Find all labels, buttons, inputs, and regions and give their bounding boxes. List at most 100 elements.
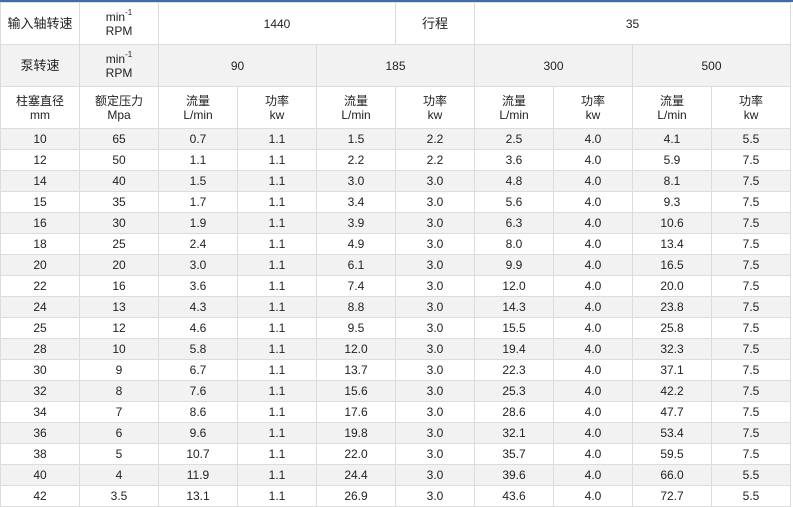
table-cell: 4.0 <box>553 380 633 402</box>
table-cell: 59.5 <box>632 443 712 465</box>
table-cell: 12 <box>79 317 159 339</box>
table-cell: 1.1 <box>237 212 317 234</box>
table-cell: 11.9 <box>158 464 238 486</box>
flow-label: 流量 <box>343 93 368 108</box>
power-header: 功率 kw <box>395 86 475 129</box>
table-cell: 32.1 <box>474 422 554 444</box>
pump-speed-value: 300 <box>474 44 633 87</box>
table-cell: 25.3 <box>474 380 554 402</box>
table-cell: 10 <box>0 128 80 150</box>
table-cell: 7.5 <box>710 212 792 234</box>
table-row: 14 40 1.5 1.1 3.0 3.0 4.8 4.0 8.1 7.5 <box>0 170 792 192</box>
power-unit: kw <box>743 107 759 122</box>
table-cell: 18 <box>0 233 80 255</box>
table-cell: 9.9 <box>474 254 554 276</box>
pressure-label: 额定压力 <box>94 93 143 108</box>
table-cell: 15 <box>0 191 80 213</box>
table-cell: 5 <box>79 443 159 465</box>
table-cell: 3.0 <box>158 254 238 276</box>
rpm-unit: min-1 RPM <box>79 44 159 87</box>
table-cell: 1.1 <box>237 233 317 255</box>
pressure-header: 额定压力 Mpa <box>79 86 159 129</box>
table-cell: 1.1 <box>237 338 317 360</box>
table-row: 10 65 0.7 1.1 1.5 2.2 2.5 4.0 4.1 5.5 <box>0 128 792 150</box>
table-cell: 13 <box>79 296 159 318</box>
table-cell: 3.0 <box>395 338 475 360</box>
table-cell: 4.0 <box>553 359 633 381</box>
table-row: 40 4 11.9 1.1 24.4 3.0 39.6 4.0 66.0 5.5 <box>0 464 792 486</box>
table-cell: 4 <box>79 464 159 486</box>
table-cell: 19.8 <box>316 422 396 444</box>
table-cell: 14.3 <box>474 296 554 318</box>
table-cell: 20.0 <box>632 275 712 297</box>
table-row: 28 10 5.8 1.1 12.0 3.0 19.4 4.0 32.3 7.5 <box>0 338 792 360</box>
table-cell: 0.7 <box>158 128 238 150</box>
input-speed-label: 输入轴转速 <box>0 2 80 45</box>
power-unit: kw <box>585 107 601 122</box>
table-cell: 3.4 <box>316 191 396 213</box>
table-cell: 2.2 <box>395 128 475 150</box>
table-cell: 12.0 <box>474 275 554 297</box>
table-cell: 3.0 <box>395 380 475 402</box>
table-cell: 2.2 <box>316 149 396 171</box>
table-cell: 20 <box>0 254 80 276</box>
power-label: 功率 <box>422 93 447 108</box>
table-cell: 7.5 <box>710 443 792 465</box>
table-cell: 3.0 <box>395 359 475 381</box>
power-unit: kw <box>269 107 285 122</box>
table-cell: 1.1 <box>237 380 317 402</box>
table-cell: 3.0 <box>395 485 475 507</box>
table-cell: 3.0 <box>395 170 475 192</box>
table-cell: 9.3 <box>632 191 712 213</box>
table-cell: 47.7 <box>632 401 712 423</box>
table-cell: 7.5 <box>710 296 792 318</box>
flow-header: 流量 L/min <box>316 86 396 129</box>
table-cell: 3.0 <box>395 296 475 318</box>
table-cell: 3.0 <box>395 464 475 486</box>
unit-rpm: RPM <box>105 23 133 38</box>
unit-sup: -1 <box>125 7 133 17</box>
table-cell: 2.4 <box>158 233 238 255</box>
table-cell: 9 <box>79 359 159 381</box>
table-cell: 23.8 <box>632 296 712 318</box>
table-cell: 12 <box>0 149 80 171</box>
table-cell: 13.1 <box>158 485 238 507</box>
table-cell: 9.5 <box>316 317 396 339</box>
power-header: 功率 kw <box>237 86 317 129</box>
unit-min: min <box>105 9 126 24</box>
unit-min: min <box>105 51 126 66</box>
table-cell: 7.5 <box>710 170 792 192</box>
table-cell: 4.1 <box>632 128 712 150</box>
table-cell: 7.5 <box>710 191 792 213</box>
table-cell: 50 <box>79 149 159 171</box>
table-cell: 15.6 <box>316 380 396 402</box>
pressure-unit: Mpa <box>107 107 131 122</box>
table-cell: 4.0 <box>553 296 633 318</box>
table-cell: 1.5 <box>158 170 238 192</box>
table-cell: 7.4 <box>316 275 396 297</box>
table-cell: 40 <box>79 170 159 192</box>
table-cell: 14 <box>0 170 80 192</box>
pump-speed-value: 90 <box>158 44 317 87</box>
pump-speed-value: 185 <box>316 44 475 87</box>
table-cell: 26.9 <box>316 485 396 507</box>
table-cell: 6 <box>79 422 159 444</box>
table-cell: 2.2 <box>395 149 475 171</box>
table-cell: 5.8 <box>158 338 238 360</box>
table-cell: 1.1 <box>237 128 317 150</box>
flow-header: 流量 L/min <box>632 86 712 129</box>
table-cell: 3.9 <box>316 212 396 234</box>
table-row: 34 7 8.6 1.1 17.6 3.0 28.6 4.0 47.7 7.5 <box>0 401 792 423</box>
flow-unit: L/min <box>341 107 371 122</box>
table-row: 16 30 1.9 1.1 3.9 3.0 6.3 4.0 10.6 7.5 <box>0 212 792 234</box>
table-cell: 3.0 <box>395 401 475 423</box>
table-cell: 7.5 <box>710 359 792 381</box>
table-cell: 38 <box>0 443 80 465</box>
table-cell: 1.1 <box>237 149 317 171</box>
table-row: 38 5 10.7 1.1 22.0 3.0 35.7 4.0 59.5 7.5 <box>0 443 792 465</box>
table-cell: 3.0 <box>395 233 475 255</box>
table-cell: 4.6 <box>158 317 238 339</box>
table-cell: 12.0 <box>316 338 396 360</box>
table-cell: 32 <box>0 380 80 402</box>
table-cell: 6.7 <box>158 359 238 381</box>
